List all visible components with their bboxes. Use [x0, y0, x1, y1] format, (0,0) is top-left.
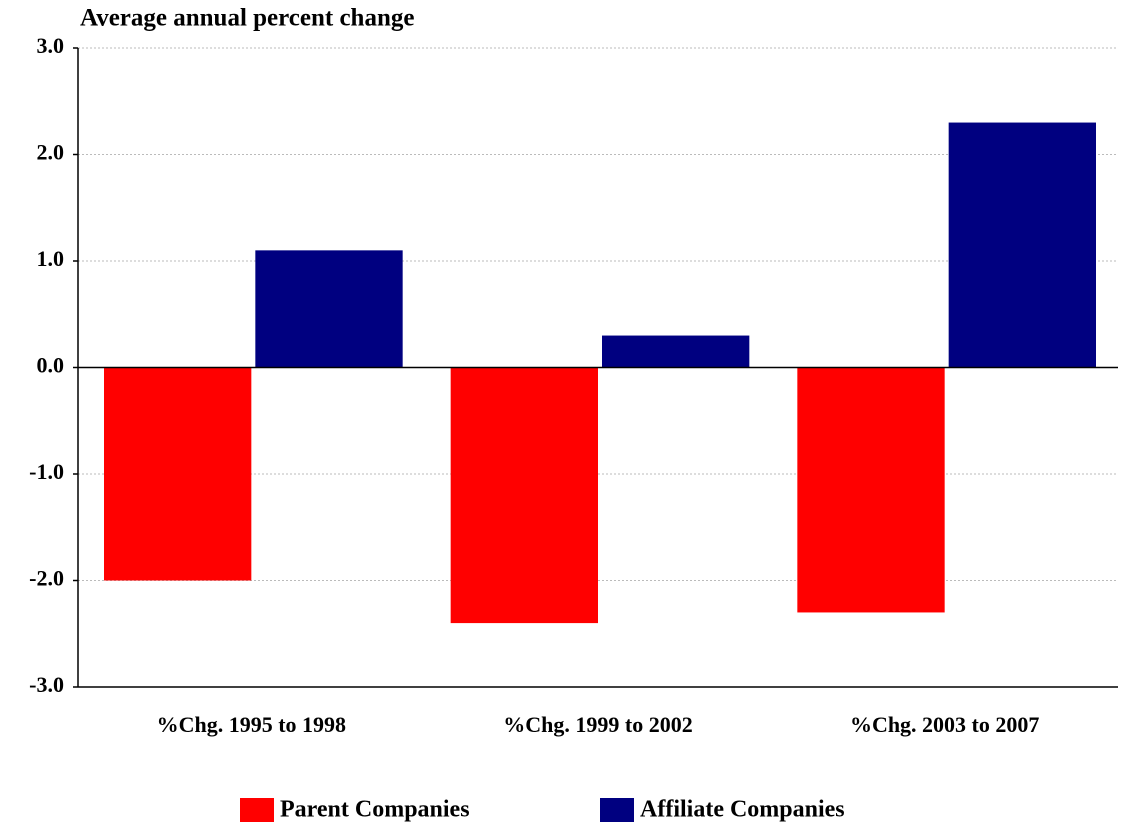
x-tick-label: %Chg. 1999 to 2002: [503, 712, 692, 737]
bar: [450, 367, 598, 624]
x-tick-label: %Chg. 2003 to 2007: [850, 712, 1039, 737]
legend-swatch: [240, 798, 274, 822]
legend-label: Affiliate Companies: [640, 797, 845, 823]
bar: [602, 335, 750, 368]
y-tick-label: 2.0: [37, 140, 65, 165]
y-tick-label: -2.0: [29, 566, 64, 591]
x-tick-label: %Chg. 1995 to 1998: [157, 712, 346, 737]
y-tick-label: 1.0: [37, 246, 65, 271]
y-tick-label: -3.0: [29, 672, 64, 697]
legend-label: Parent Companies: [280, 797, 470, 823]
y-tick-label: 0.0: [37, 353, 65, 378]
legend-swatch: [600, 798, 634, 822]
bar: [948, 122, 1096, 368]
y-tick-label: 3.0: [37, 33, 65, 58]
y-axis-title: Average annual percent change: [80, 5, 414, 32]
bar: [797, 367, 945, 613]
y-tick-label: -1.0: [29, 459, 64, 484]
bar: [255, 250, 403, 368]
bar: [104, 367, 252, 581]
